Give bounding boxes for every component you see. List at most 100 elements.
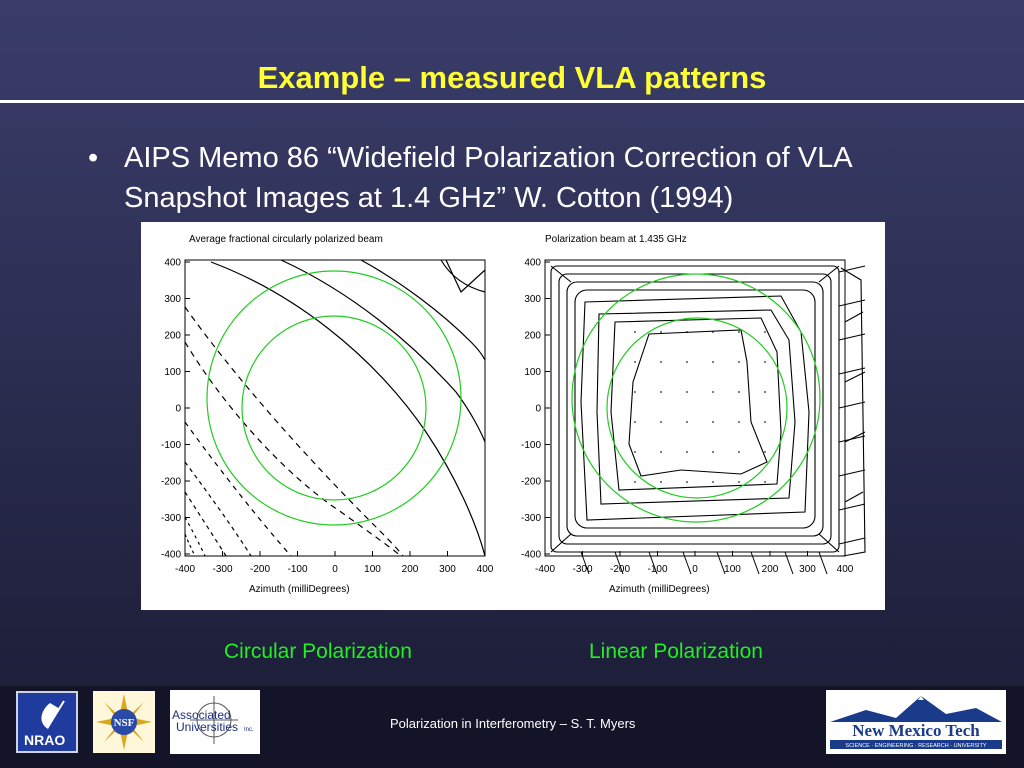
right-contour	[550, 265, 840, 553]
right-contour	[566, 281, 824, 537]
x-tick-label: 200	[762, 564, 779, 575]
x-tick-label: -100	[287, 564, 307, 575]
nmt-mountain-icon: New Mexico Tech SCIENCE · ENGINEERING · …	[830, 696, 1002, 749]
left-contour	[210, 261, 486, 557]
x-tick-label: 300	[799, 564, 816, 575]
right-contour	[628, 329, 768, 477]
right-plot-frame	[544, 259, 846, 557]
y-tick-label: 0	[175, 404, 181, 415]
y-tick-label: 400	[164, 258, 181, 269]
bullet-text: AIPS Memo 86 “Widefield Polarization Cor…	[124, 142, 851, 214]
x-tick-label: -200	[250, 564, 270, 575]
left-y-axis: 400 300 200 100 0 -100 -200 -300 -400	[161, 258, 190, 561]
x-tick-label: 100	[364, 564, 381, 575]
y-tick-label: -300	[161, 513, 181, 524]
right-contour	[596, 309, 796, 505]
nsf-globe-icon: NSF	[96, 694, 152, 750]
nrao-dish-icon: NRAO	[24, 700, 65, 748]
left-contours	[184, 259, 486, 557]
figure-panel: Average fractional circularly polarized …	[141, 222, 885, 610]
left-contour	[440, 259, 486, 293]
left-contour	[280, 259, 486, 443]
y-tick-label: -200	[521, 477, 541, 488]
polarization-vector	[838, 503, 866, 511]
left-contour	[360, 259, 486, 361]
y-tick-label: 100	[524, 367, 541, 378]
left-inner-circle	[241, 315, 427, 501]
right-plot: Polarization beam at 1.435 GHz -400 -300 -…	[521, 234, 866, 595]
left-outer-circle	[206, 270, 462, 526]
x-tick-label: 100	[724, 564, 741, 575]
nrao-logo: NRAO	[16, 691, 78, 753]
right-contour	[580, 295, 810, 521]
x-tick-label: 400	[477, 564, 494, 575]
nrao-logo-text: NRAO	[24, 732, 65, 748]
y-tick-label: -200	[161, 477, 181, 488]
title-divider	[0, 100, 1024, 103]
x-tick-label: -200	[610, 564, 630, 575]
y-tick-label: 200	[164, 331, 181, 342]
polarization-vector	[838, 299, 866, 307]
left-contour	[184, 421, 292, 557]
nsf-logo-text: NSF	[114, 717, 135, 729]
nmt-logo: New Mexico Tech SCIENCE · ENGINEERING · …	[826, 690, 1006, 754]
polarization-vector	[838, 537, 866, 545]
right-plot-title: Polarization beam at 1.435 GHz	[545, 234, 687, 245]
x-tick-label: -100	[647, 564, 667, 575]
right-contour	[610, 317, 782, 491]
y-tick-label: -100	[161, 440, 181, 451]
right-xlabel: Azimuth (milliDegrees)	[609, 584, 710, 595]
polarization-vector	[648, 551, 658, 575]
polarization-vector	[838, 435, 866, 443]
figure-svg: Average fractional circularly polarized …	[161, 234, 866, 595]
left-contour	[445, 259, 486, 293]
polarization-vector	[750, 551, 760, 575]
y-tick-label: -100	[521, 440, 541, 451]
x-tick-label: -400	[535, 564, 555, 575]
x-tick-label: 0	[692, 564, 698, 575]
y-tick-label: -300	[521, 513, 541, 524]
left-contour	[184, 306, 404, 557]
aui-line1: Associated	[172, 708, 231, 722]
right-polarization-vectors	[580, 265, 866, 575]
left-contour	[184, 461, 252, 557]
polarization-vector	[838, 469, 866, 477]
left-plot-title: Average fractional circularly polarized …	[189, 234, 383, 245]
right-contour	[574, 289, 816, 529]
nmt-name: New Mexico Tech	[852, 721, 980, 740]
y-tick-label: 300	[164, 294, 181, 305]
right-contours	[550, 265, 866, 557]
nsf-logo: NSF	[93, 691, 155, 753]
aui-line2: Universities	[176, 720, 238, 734]
y-tick-label: -400	[161, 550, 181, 561]
x-tick-label: 200	[402, 564, 419, 575]
right-outer-circle	[571, 273, 821, 523]
caption-linear: Linear Polarization	[589, 640, 763, 663]
left-contour	[184, 341, 402, 557]
slide-title: Example – measured VLA patterns	[257, 60, 767, 95]
x-tick-label: -300	[572, 564, 592, 575]
x-tick-label: -400	[175, 564, 195, 575]
polarization-vector	[838, 401, 866, 409]
right-y-axis: 400 300 200 100 0 -100 -200 -300 -400	[521, 258, 550, 561]
polarization-vector	[838, 333, 866, 341]
nmt-tagline: SCIENCE · ENGINEERING · RESEARCH · UNIVE…	[845, 743, 987, 749]
polarization-vector	[580, 551, 590, 575]
x-tick-label: 300	[439, 564, 456, 575]
caption-circular: Circular Polarization	[224, 640, 412, 663]
left-plot: Average fractional circularly polarized …	[161, 234, 494, 595]
left-contour	[184, 516, 206, 557]
footer-text: Polarization in Interferometry – S. T. M…	[390, 716, 636, 731]
y-tick-label: 100	[164, 367, 181, 378]
polarization-vector	[682, 551, 692, 575]
y-tick-label: 300	[524, 294, 541, 305]
right-inner-circle	[606, 317, 788, 499]
left-x-axis: -400 -300 -200 -100 0 100 200 300 400	[175, 551, 494, 575]
aui-crosshair-icon: Associated Universities Inc.	[172, 696, 254, 744]
polarization-vector	[716, 551, 726, 575]
y-tick-label: -400	[521, 550, 541, 561]
aui-suffix: Inc.	[244, 727, 254, 733]
x-tick-label: 0	[332, 564, 338, 575]
right-contour	[550, 265, 840, 553]
polarization-vector	[838, 265, 866, 273]
